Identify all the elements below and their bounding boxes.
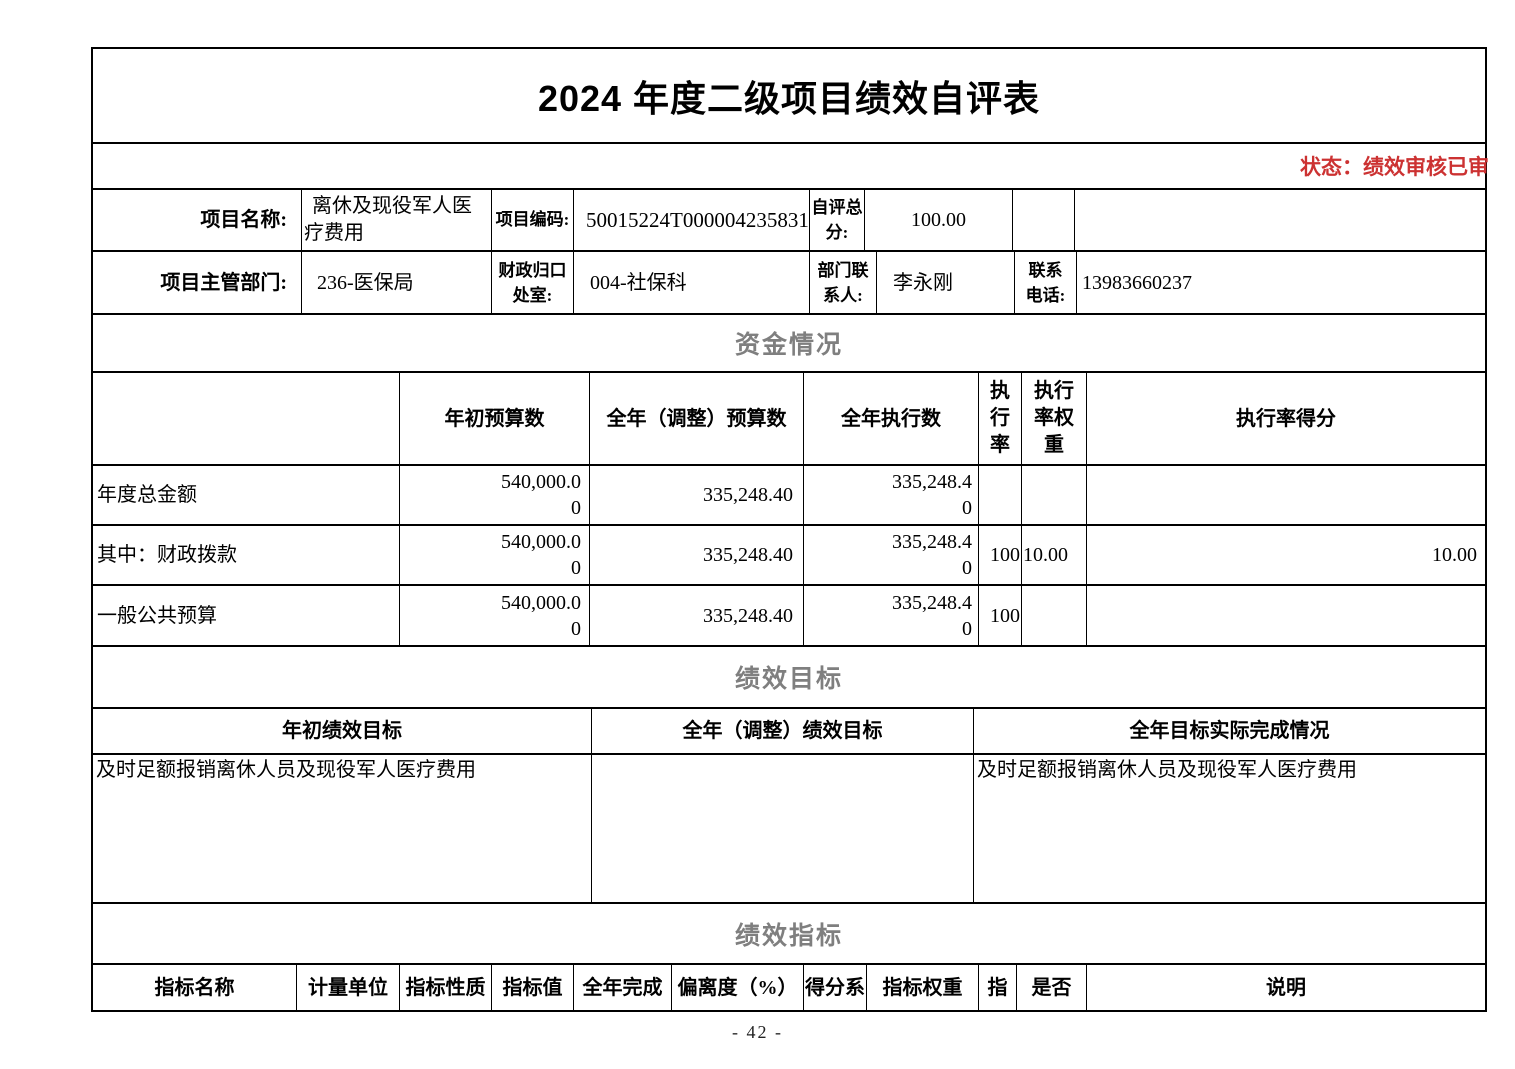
- funds-header-exec-rate-score: 执行率得分: [1236, 407, 1336, 430]
- project-code-label: 项目编码:: [492, 190, 574, 250]
- ind-header-year-done: 全年完成: [574, 965, 672, 1010]
- funds-header-exec-rate: 执行率: [979, 373, 1022, 464]
- project-code-value: 50015224T000004235831: [574, 190, 810, 250]
- fund-initial: 540,000.00: [400, 586, 590, 645]
- funds-row-public-budget: 一般公共预算 540,000.00 335,248.40 335,248.40 …: [93, 586, 1485, 647]
- ind-header-score: 指: [979, 965, 1017, 1010]
- info-row-department: 项目主管部门: 236-医保局 财政归口处室: 004-社保科 部门联系人: 李…: [93, 252, 1485, 315]
- fund-score: 10.00: [1432, 544, 1477, 566]
- fund-adjusted: 335,248.40: [590, 586, 804, 645]
- fund-rate: 100: [979, 526, 1022, 584]
- goal-actual-text: 及时足额报销离休人员及现役军人医疗费用: [977, 759, 1357, 781]
- ind-header-deviation: 偏离度（%）: [672, 965, 804, 1010]
- info-empty-cell-1: [1013, 190, 1075, 250]
- contact-phone-value: 13983660237: [1082, 271, 1192, 294]
- indicators-section-title: 绩效指标: [734, 921, 843, 950]
- goal-adjusted-text: [592, 755, 974, 902]
- funds-header-empty: [93, 373, 400, 464]
- finance-office-label: 财政归口处室:: [492, 252, 574, 313]
- fund-weight: [1022, 466, 1087, 524]
- fund-initial: 540,000.00: [400, 526, 590, 584]
- goals-section-title: 绩效目标: [734, 665, 843, 693]
- self-eval-score-label: 自评总分:: [810, 190, 865, 250]
- fund-initial: 540,000.00: [400, 466, 590, 524]
- finance-office-value: 004-社保科: [574, 252, 810, 313]
- status-badge: 状态：绩效审核已审: [1300, 155, 1489, 179]
- funds-section-title: 资金情况: [734, 331, 843, 359]
- fund-rate: [979, 466, 1022, 524]
- goals-header-initial: 年初绩效目标: [93, 709, 592, 753]
- fund-score: [1087, 466, 1485, 524]
- fund-executed: 335,248.40: [804, 586, 979, 645]
- ind-header-note: 说明: [1266, 976, 1306, 999]
- page-title: 2024 年度二级项目绩效自评表: [537, 77, 1041, 119]
- funds-header-row: 年初预算数 全年（调整）预算数 全年执行数 执行率 执行率权重 执行率得分: [93, 373, 1485, 466]
- competent-dept-label: 项目主管部门:: [93, 252, 302, 313]
- fund-weight: 10.00: [1022, 526, 1087, 584]
- goals-header-row: 年初绩效目标 全年（调整）绩效目标 全年目标实际完成情况: [93, 709, 1485, 755]
- fund-row-label: 一般公共预算: [93, 586, 400, 645]
- ind-header-value: 指标值: [492, 965, 574, 1010]
- ind-header-score-coef: 得分系: [804, 965, 867, 1010]
- ind-header-weight: 指标权重: [867, 965, 979, 1010]
- goals-body-row: 及时足额报销离休人员及现役军人医疗费用 及时足额报销离休人员及现役军人医疗费用: [93, 755, 1485, 904]
- fund-adjusted: 335,248.40: [590, 526, 804, 584]
- fund-adjusted: 335,248.40: [590, 466, 804, 524]
- funds-header-executed: 全年执行数: [804, 373, 979, 464]
- info-empty-cell-2: [1075, 190, 1485, 250]
- project-name-value: 离休及现役军人医疗费用: [302, 190, 492, 250]
- competent-dept-value: 236-医保局: [302, 252, 492, 313]
- title-row: 2024 年度二级项目绩效自评表: [93, 49, 1485, 144]
- indicators-header-row: 指标名称 计量单位 指标性质 指标值 全年完成 偏离度（%） 得分系 指标权重 …: [93, 965, 1485, 1010]
- self-eval-score-value: 100.00: [865, 190, 1013, 250]
- evaluation-table: 2024 年度二级项目绩效自评表 状态：绩效审核已审 项目名称: 离休及现役军人…: [91, 47, 1489, 1012]
- fund-executed: 335,248.40: [804, 526, 979, 584]
- project-name-label: 项目名称:: [93, 190, 302, 250]
- contact-person-value: 李永刚: [877, 252, 1015, 313]
- page-number: - 42 -: [732, 1022, 783, 1042]
- ind-header-unit: 计量单位: [297, 965, 400, 1010]
- goals-header-actual: 全年目标实际完成情况: [1129, 720, 1330, 742]
- funds-row-total: 年度总金额 540,000.00 335,248.40 335,248.40: [93, 466, 1485, 526]
- ind-header-name: 指标名称: [93, 965, 297, 1010]
- funds-section-row: 资金情况: [93, 315, 1485, 373]
- status-row: 状态：绩效审核已审: [93, 144, 1489, 190]
- fund-row-label: 其中：财政拨款: [93, 526, 400, 584]
- goal-initial-text: 及时足额报销离休人员及现役军人医疗费用: [93, 755, 592, 902]
- funds-header-exec-rate-weight: 执行率权重: [1022, 373, 1087, 464]
- contact-person-label: 部门联系人:: [810, 252, 877, 313]
- fund-row-label: 年度总金额: [93, 466, 400, 524]
- contact-phone-label: 联系电话:: [1015, 252, 1077, 313]
- funds-row-fiscal: 其中：财政拨款 540,000.00 335,248.40 335,248.40…: [93, 526, 1485, 586]
- fund-score: [1087, 586, 1485, 645]
- goals-section-row: 绩效目标: [93, 647, 1485, 709]
- indicators-section-row: 绩效指标: [93, 904, 1485, 965]
- ind-header-nature: 指标性质: [400, 965, 492, 1010]
- fund-rate: 100: [979, 586, 1022, 645]
- fund-executed: 335,248.40: [804, 466, 979, 524]
- funds-header-adjusted: 全年（调整）预算数: [590, 373, 804, 464]
- info-row-project: 项目名称: 离休及现役军人医疗费用 项目编码: 50015224T0000042…: [93, 190, 1485, 252]
- goals-header-adjusted: 全年（调整）绩效目标: [592, 709, 974, 753]
- ind-header-qualified: 是否: [1017, 965, 1087, 1010]
- fund-weight: [1022, 586, 1087, 645]
- funds-header-initial: 年初预算数: [400, 373, 590, 464]
